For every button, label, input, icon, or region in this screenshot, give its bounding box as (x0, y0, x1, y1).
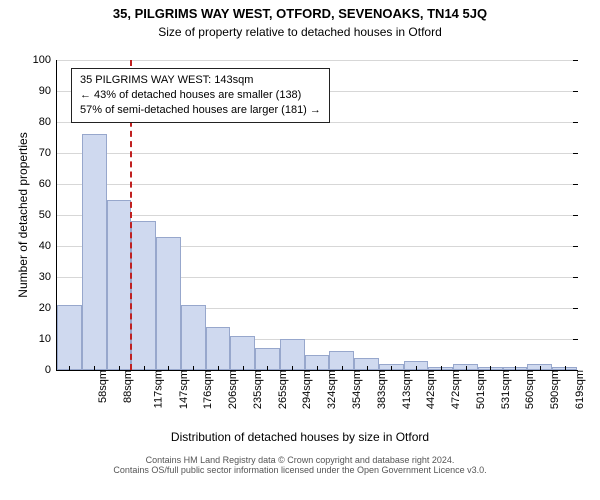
x-tick-mark (193, 366, 194, 371)
y-tick-label: 90 (39, 85, 57, 97)
x-tick-mark (267, 366, 268, 371)
x-tick-label: 531sqm (498, 370, 512, 409)
y-tick-label: 20 (39, 302, 57, 314)
histogram-bar (156, 237, 181, 370)
footer-text: Contains HM Land Registry data © Crown c… (0, 455, 600, 475)
y-tick-label: 0 (45, 364, 57, 376)
y-tick-mark (573, 153, 578, 154)
x-tick-mark (515, 366, 516, 371)
x-tick-mark (69, 366, 70, 371)
x-tick-label: 590sqm (547, 370, 561, 409)
histogram-bar (206, 327, 231, 370)
x-tick-mark (367, 366, 368, 371)
y-tick-mark (573, 308, 578, 309)
annotation-line: ← 43% of detached houses are smaller (13… (80, 88, 321, 103)
histogram-bar (57, 305, 82, 370)
annotation-line: 57% of semi-detached houses are larger (… (80, 103, 321, 118)
gridline (57, 215, 577, 216)
y-tick-mark (573, 122, 578, 123)
footer-line: Contains HM Land Registry data © Crown c… (0, 455, 600, 465)
y-tick-label: 100 (33, 54, 57, 66)
y-tick-mark (573, 184, 578, 185)
x-tick-label: 619sqm (572, 370, 586, 409)
chart-title: 35, PILGRIMS WAY WEST, OTFORD, SEVENOAKS… (0, 6, 600, 21)
annotation-line: 35 PILGRIMS WAY WEST: 143sqm (80, 73, 321, 88)
x-tick-label: 294sqm (300, 370, 314, 409)
histogram-bar (181, 305, 206, 370)
x-tick-label: 147sqm (176, 370, 190, 409)
x-tick-mark (243, 366, 244, 371)
x-tick-label: 413sqm (399, 370, 413, 409)
chart-subtitle: Size of property relative to detached ho… (0, 25, 600, 39)
x-tick-label: 442sqm (423, 370, 437, 409)
x-tick-label: 560sqm (522, 370, 536, 409)
chart-container: 35, PILGRIMS WAY WEST, OTFORD, SEVENOAKS… (0, 0, 600, 500)
x-tick-mark (94, 366, 95, 371)
x-tick-mark (168, 366, 169, 371)
histogram-bar (131, 221, 156, 370)
x-tick-mark (416, 366, 417, 371)
x-tick-label: 383sqm (374, 370, 388, 409)
x-tick-mark (119, 366, 120, 371)
x-tick-mark (317, 366, 318, 371)
y-tick-label: 60 (39, 178, 57, 190)
annotation-box: 35 PILGRIMS WAY WEST: 143sqm← 43% of det… (71, 68, 330, 123)
y-tick-label: 50 (39, 209, 57, 221)
x-tick-mark (441, 366, 442, 371)
footer-line: Contains OS/full public sector informati… (0, 465, 600, 475)
y-tick-mark (573, 91, 578, 92)
x-tick-label: 501sqm (473, 370, 487, 409)
y-tick-mark (573, 215, 578, 216)
gridline (57, 184, 577, 185)
x-tick-mark (292, 366, 293, 371)
histogram-bar (230, 336, 255, 370)
y-tick-label: 40 (39, 240, 57, 252)
y-tick-label: 10 (39, 333, 57, 345)
x-tick-mark (490, 366, 491, 371)
y-tick-mark (573, 246, 578, 247)
x-tick-label: 354sqm (349, 370, 363, 409)
histogram-bar (107, 200, 132, 371)
y-tick-label: 80 (39, 116, 57, 128)
x-tick-mark (540, 366, 541, 371)
y-tick-label: 70 (39, 147, 57, 159)
x-tick-mark (144, 366, 145, 371)
x-tick-mark (342, 366, 343, 371)
x-tick-label: 472sqm (448, 370, 462, 409)
gridline (57, 153, 577, 154)
x-tick-mark (391, 366, 392, 371)
x-tick-label: 58sqm (95, 370, 109, 403)
histogram-bar (82, 134, 107, 370)
gridline (57, 60, 577, 61)
x-tick-label: 206sqm (225, 370, 239, 409)
y-tick-mark (573, 277, 578, 278)
x-tick-mark (218, 366, 219, 371)
y-axis-label: Number of detached properties (16, 60, 30, 370)
y-tick-mark (573, 339, 578, 340)
x-tick-mark (565, 366, 566, 371)
x-tick-label: 88sqm (120, 370, 134, 403)
x-tick-label: 324sqm (324, 370, 338, 409)
x-tick-mark (466, 366, 467, 371)
x-tick-label: 235sqm (250, 370, 264, 409)
x-tick-label: 117sqm (150, 370, 164, 408)
y-tick-mark (573, 60, 578, 61)
x-tick-label: 176sqm (201, 370, 215, 409)
y-tick-label: 30 (39, 271, 57, 283)
x-tick-label: 265sqm (275, 370, 289, 409)
x-axis-label: Distribution of detached houses by size … (0, 430, 600, 444)
